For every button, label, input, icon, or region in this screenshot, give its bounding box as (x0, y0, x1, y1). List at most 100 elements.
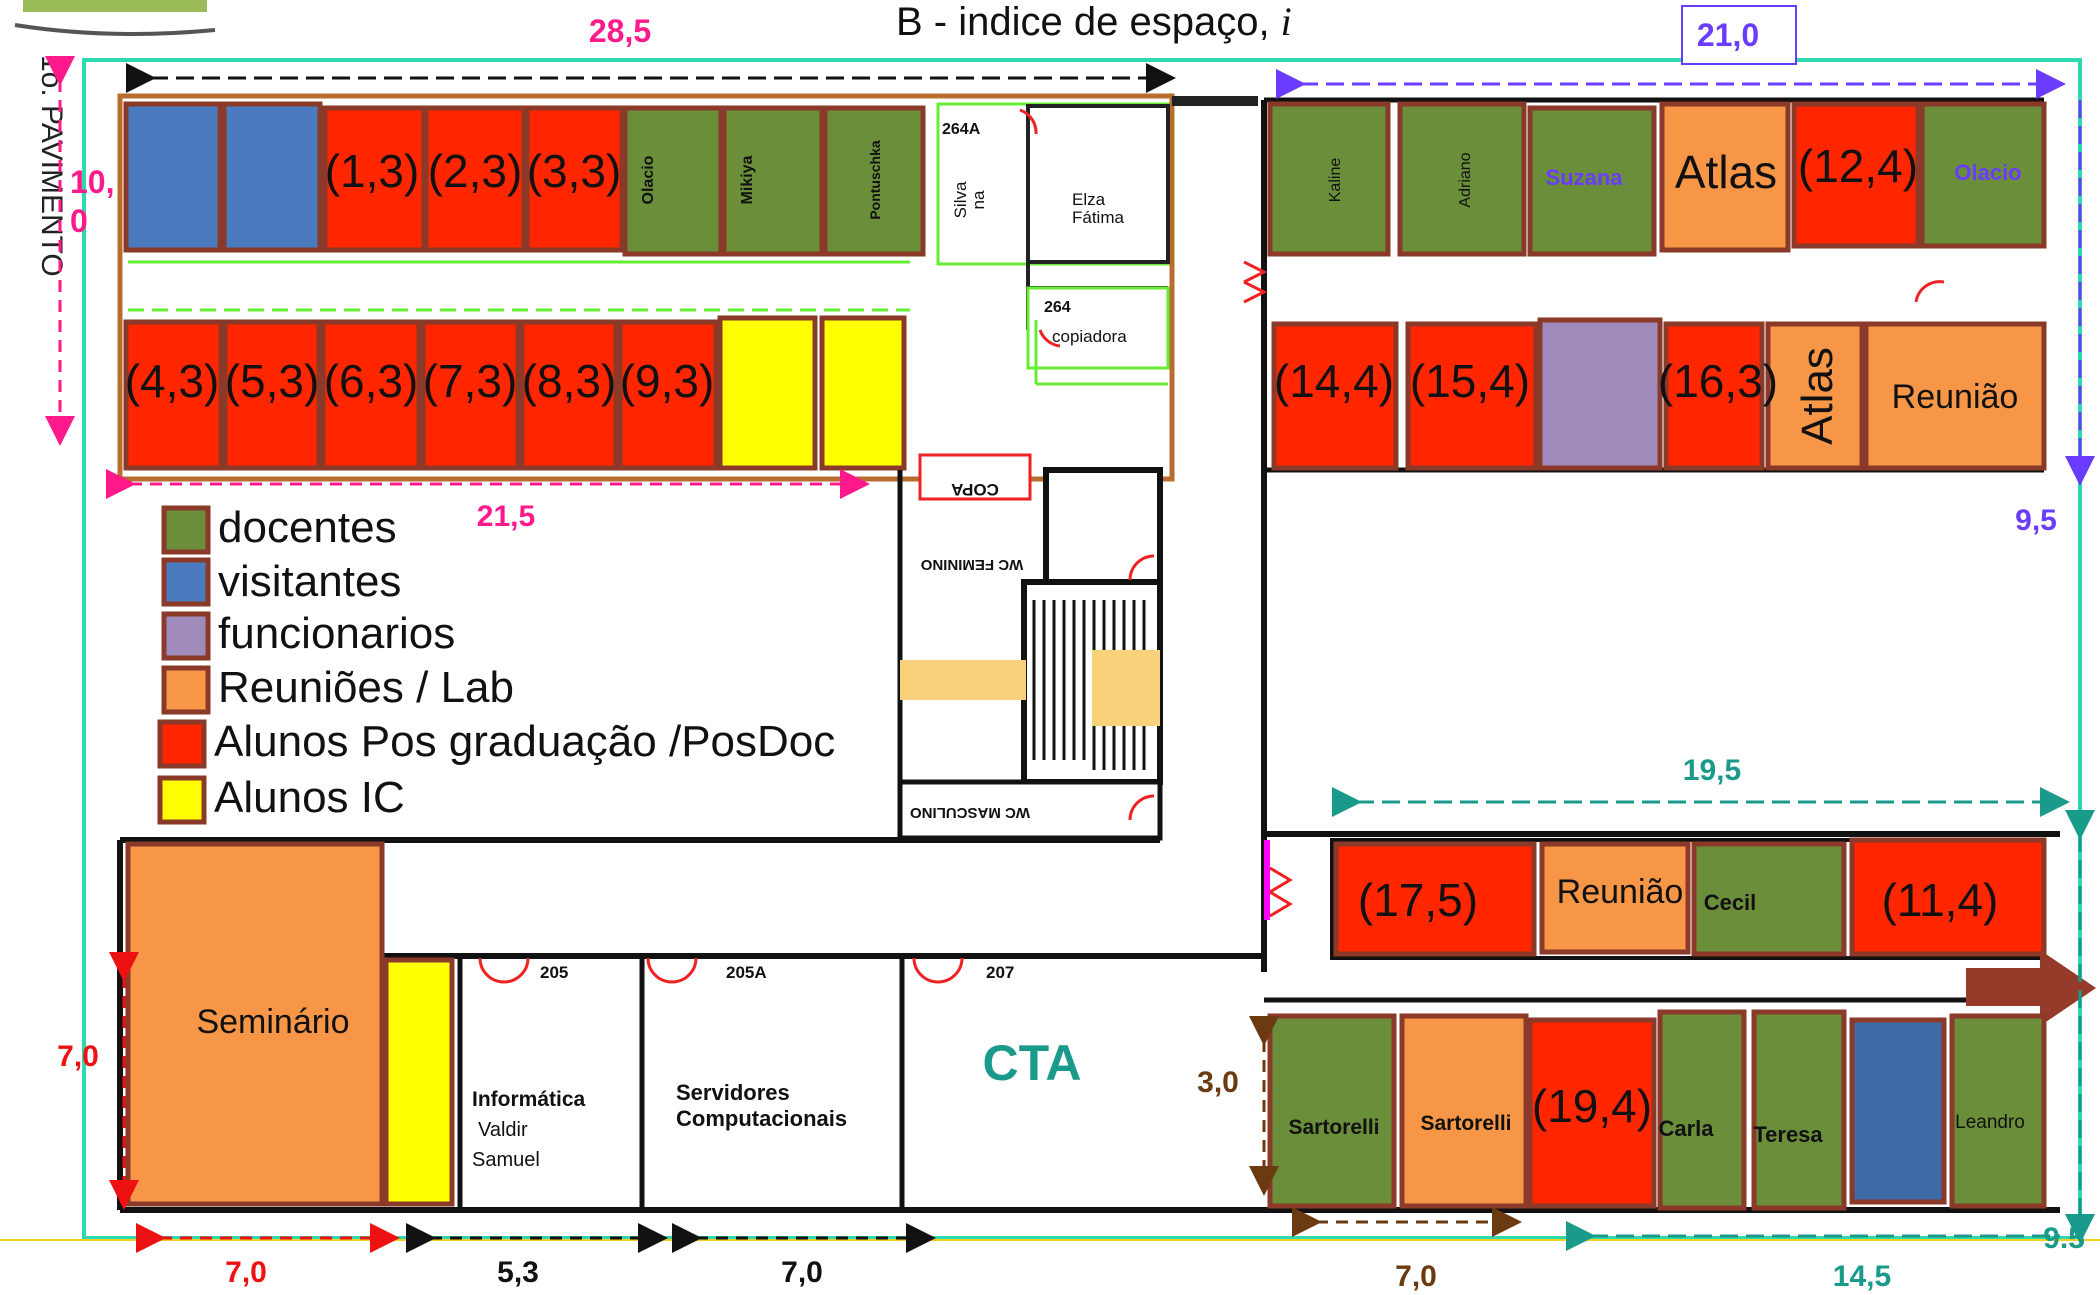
room-7-3[interactable] (420, 319, 521, 471)
room-4-3-label: (4,3) (125, 355, 220, 407)
informatica-samuel: Samuel (472, 1149, 540, 1171)
elza-label-2: Fátima (1072, 208, 1125, 227)
room-funcionarios[interactable] (1537, 317, 1663, 471)
copa[interactable] (918, 453, 1032, 501)
room-8-3[interactable] (519, 319, 619, 471)
room-1-3[interactable] (322, 105, 427, 253)
legend-label-visitantes: visitantes (218, 557, 401, 606)
room-carla[interactable] (1657, 1009, 1747, 1211)
dim-middle-right-width: 19,5 (1683, 754, 1741, 787)
room-4-3[interactable] (123, 319, 224, 471)
dim-seminario-height: 7,0 (57, 1040, 99, 1073)
reuniao-top-label: Reunião (1892, 378, 2019, 416)
room-9-3[interactable] (617, 319, 719, 471)
dimension-lines (45, 56, 2095, 1253)
room-3-3[interactable] (524, 105, 625, 253)
room-ic-2[interactable] (819, 315, 907, 471)
dim-bottom-4: 7,0 (1395, 1260, 1437, 1293)
cecil-label: Cecil (1704, 890, 1757, 915)
copa-label: COPA (951, 480, 999, 499)
room-19-4[interactable] (1527, 1017, 1657, 1209)
legend-label-reunioes: Reuniões / Lab (218, 663, 514, 712)
building-outline (82, 58, 2082, 1240)
room-264a-label: 264A (942, 121, 981, 138)
room-16-3-label: (16,3) (1658, 355, 1778, 407)
mikiya-label: Mikiya (739, 155, 756, 204)
room-17-5[interactable] (1333, 841, 1537, 957)
cta-label: CTA (982, 1035, 1081, 1091)
room-sartorelli-1[interactable] (1267, 1013, 1397, 1209)
room-205a-label: 205A (726, 963, 767, 982)
room-visitante-3[interactable] (1849, 1017, 1947, 1205)
room-15-4-label: (15,4) (1410, 355, 1530, 407)
room-visitante-1[interactable] (123, 101, 223, 253)
servidores-label-1: Servidores (676, 1080, 790, 1105)
room-6-3-label: (6,3) (324, 355, 419, 407)
room-7-3-label: (7,3) (423, 355, 518, 407)
informatica-label: Informática (472, 1088, 586, 1111)
room-2-3-label: (2,3) (428, 145, 523, 197)
seminario-label: Seminário (196, 1003, 349, 1041)
room-3-3-label: (3,3) (527, 145, 622, 197)
suzana-label: Suzana (1545, 165, 1623, 190)
wc-masc (897, 779, 1163, 841)
exit-arrow (1966, 950, 2096, 1026)
elza-label-1: Elza (1072, 190, 1106, 209)
wc-fem-label: WC FEMININO (920, 556, 1023, 573)
silva-label-2: na (969, 190, 988, 209)
room-5-3[interactable] (222, 319, 322, 471)
room-5-3-label: (5,3) (225, 355, 320, 407)
olacio-right-label: Olacio (1954, 160, 2021, 185)
room-atlas-top[interactable] (1659, 101, 1791, 253)
corner-tab (14, 0, 216, 36)
room-12-4[interactable] (1791, 101, 1921, 249)
kaline-label: Kaline (1327, 158, 1344, 203)
silva-label-1: Silva (951, 181, 970, 218)
room-sartorelli-2[interactable] (1399, 1013, 1529, 1209)
room-pontuschka[interactable] (822, 105, 926, 257)
room-16-3[interactable] (1663, 321, 1765, 471)
floor-label: 1o. PAVIMENTO (35, 55, 68, 277)
legend-swatch-reunioes (161, 665, 211, 715)
room-15-4[interactable] (1405, 321, 1539, 471)
dim-bottom-3: 7,0 (781, 1256, 823, 1289)
servidores-label-2: Computacionais (676, 1106, 847, 1131)
legend-swatch-alunos-pos (157, 719, 207, 769)
room-reuniao-top[interactable] (1863, 321, 2047, 471)
dim-top-left-width: 28,5 (589, 13, 651, 49)
room-olacio-right[interactable] (1919, 101, 2047, 249)
teresa-label: Teresa (1753, 1122, 1823, 1147)
room-teresa[interactable] (1751, 1009, 1847, 1211)
wc-masc-label: WC MASCULINO (910, 804, 1030, 821)
legend-swatch-docentes (161, 505, 211, 555)
informatica-valdir: Valdir (478, 1119, 528, 1141)
room-cecil[interactable] (1691, 841, 1847, 957)
reuniao-mid-label: Reunião (1557, 873, 1684, 911)
room-reuniao-mid[interactable] (1539, 841, 1691, 955)
room-264-copiadora[interactable] (1026, 286, 1170, 370)
room-mikiya[interactable] (721, 105, 825, 257)
adriano-label: Adriano (1457, 152, 1474, 207)
room-adriano[interactable] (1397, 101, 1527, 257)
room-9-3-label: (9,3) (620, 355, 715, 407)
room-ic-1[interactable] (717, 315, 818, 471)
room-2-3[interactable] (423, 105, 527, 253)
room-suzana[interactable] (1527, 105, 1657, 257)
room-olacio-left[interactable] (622, 105, 724, 257)
room-11-4[interactable] (1849, 837, 2047, 957)
carla-label: Carla (1658, 1116, 1714, 1141)
room-visitante-2[interactable] (221, 101, 323, 253)
room-ic-3[interactable] (383, 957, 455, 1207)
legend-swatch-funcionarios (161, 611, 211, 661)
room-leandro[interactable] (1949, 1013, 2047, 1209)
room-6-3[interactable] (320, 319, 422, 471)
room-264-label: 264 (1044, 299, 1071, 316)
dim-left-height-b: 0 (70, 203, 88, 239)
room-elza[interactable] (1026, 104, 1170, 264)
dim-bottom-1: 7,0 (225, 1256, 267, 1289)
room-atlas-bottom[interactable] (1765, 321, 1865, 471)
room-seminario[interactable] (125, 841, 385, 1207)
room-kaline[interactable] (1267, 101, 1391, 257)
room-14-4[interactable] (1271, 321, 1399, 471)
